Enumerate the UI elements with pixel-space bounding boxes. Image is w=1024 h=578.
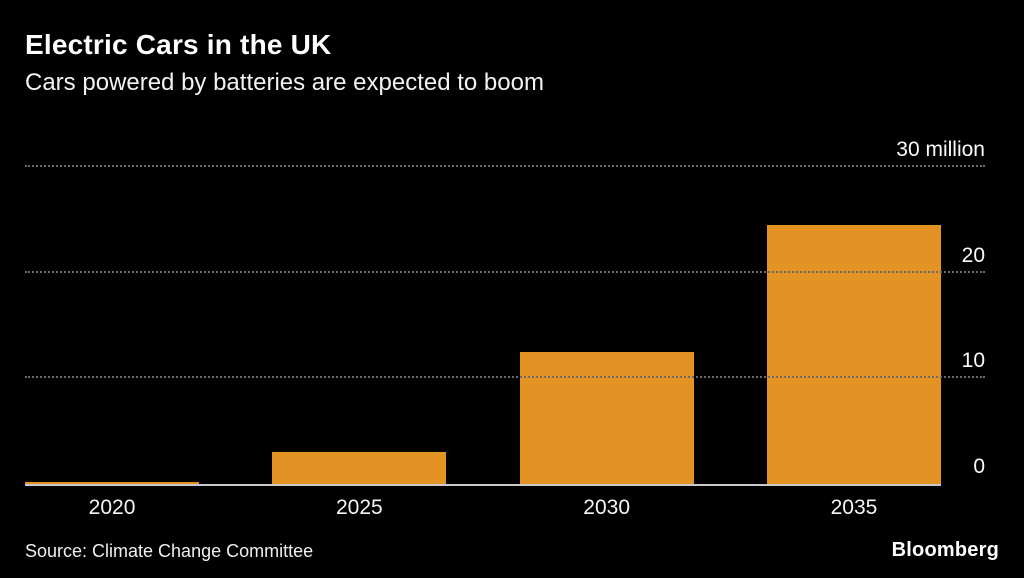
y-tick-label-20: 20	[961, 243, 985, 267]
chart-subtitle: Cars powered by batteries are expected t…	[25, 68, 544, 96]
source-note: Source: Climate Change Committee	[25, 541, 314, 561]
y-tick-label-10: 10	[961, 349, 985, 373]
chart-header: Electric Cars in the UK Cars powered by …	[0, 0, 1024, 96]
bar-2030	[519, 351, 694, 484]
x-axis-line	[25, 484, 941, 486]
chart-title: Electric Cars in the UK	[25, 29, 332, 60]
bar-2020	[25, 481, 200, 484]
plot-area: 30 million 20 10 0	[25, 139, 985, 486]
y-tick-label-30: 30 million	[896, 138, 985, 161]
x-tick-label-2035: 2035	[830, 496, 878, 519]
bars-container	[25, 167, 941, 484]
y-tick-label-0: 0	[973, 455, 985, 478]
bloomberg-logo: Bloomberg	[891, 539, 999, 561]
x-axis-labels: 2020 2025 2030 2035	[25, 496, 941, 520]
bar-chart: 30 million 20 10 0 2020 2025 2030 2035	[25, 139, 985, 520]
gridline-30	[25, 165, 985, 167]
gridline-20	[25, 270, 985, 273]
x-tick-label-2025: 2025	[335, 496, 383, 519]
gridline-10	[25, 376, 985, 379]
x-tick-label-2020: 2020	[88, 496, 136, 519]
x-tick-label-2030: 2030	[583, 496, 630, 519]
bar-2025	[272, 452, 447, 484]
chart-footer: Source: Climate Change Committee Bloombe…	[25, 539, 999, 562]
bar-2035	[766, 225, 941, 484]
